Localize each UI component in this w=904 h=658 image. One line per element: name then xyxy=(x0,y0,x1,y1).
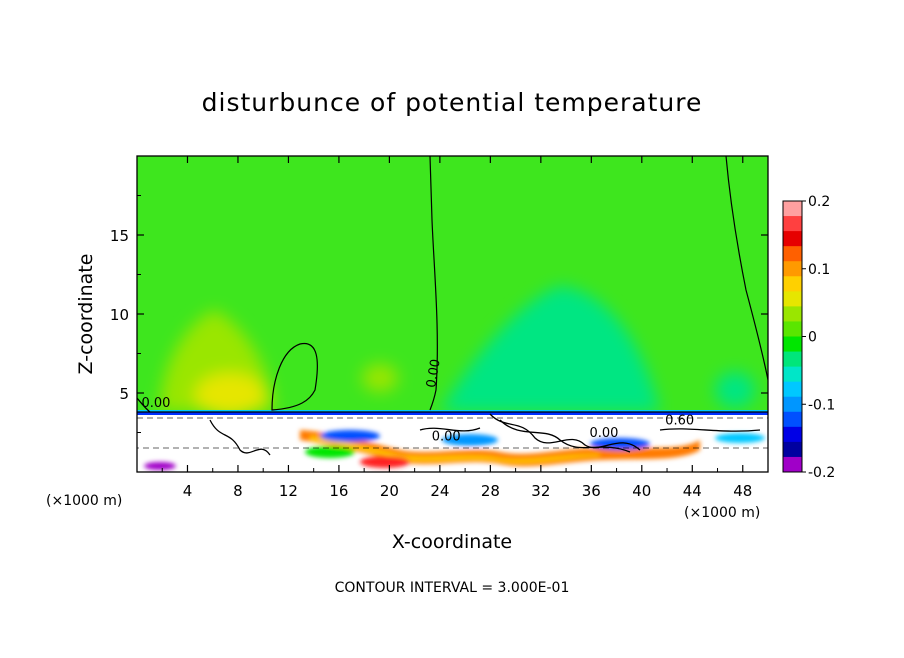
zero-contour-line xyxy=(137,397,151,413)
x-axis: 4 8 12 16 20 24 28 32 36 40 44 48 xyxy=(161,156,752,500)
contour-label: 0.00 xyxy=(424,358,444,389)
contour-interval-footer: CONTOUR INTERVAL = 3.000E-01 xyxy=(335,580,570,596)
y-tick-label: 10 xyxy=(110,306,129,324)
colorbar-swatch xyxy=(783,381,802,398)
contour-labels: 0.00 0.00 0.00 0.00 0.60 xyxy=(141,358,694,445)
colorbar-swatch xyxy=(783,411,802,428)
cyan-patch xyxy=(715,433,765,443)
x-tick-label: 4 xyxy=(183,482,193,500)
colorbar-swatch xyxy=(783,426,802,443)
colorbar-swatch xyxy=(783,351,802,368)
contour-squiggle xyxy=(499,419,631,453)
contour-squiggle xyxy=(209,419,271,456)
contour-squiggle xyxy=(419,427,481,432)
colorbar-swatch xyxy=(783,336,802,353)
plot-area: 0.00 0.00 0.00 0.00 0.60 xyxy=(137,156,768,472)
x-tick-label: 28 xyxy=(481,482,500,500)
blue-patch xyxy=(320,430,380,442)
colorbar: 0.2 0.1 0 -0.1 -0.2 xyxy=(782,194,835,481)
x-unit-left: (×1000 m) xyxy=(46,493,122,509)
x-tick-label: 32 xyxy=(531,482,550,500)
zero-contour-line xyxy=(725,156,768,381)
x-tick-label: 44 xyxy=(683,482,702,500)
colorbar-tick-label: -0.2 xyxy=(808,465,835,481)
x-tick-label: 16 xyxy=(329,482,348,500)
colorbar-swatch xyxy=(783,231,802,247)
colorbar-swatch xyxy=(783,201,802,217)
colorbar-swatch xyxy=(783,396,802,413)
warm-anomaly-core xyxy=(195,373,265,417)
colorbar-tick-label: 0.1 xyxy=(808,262,830,278)
contour-squiggle xyxy=(659,428,761,432)
x-axis-label: X-coordinate xyxy=(392,531,512,553)
y-axis: 5 10 15 xyxy=(110,195,768,433)
colorbar-swatch xyxy=(783,456,802,473)
boundary-layer-shading xyxy=(137,410,768,472)
contour-label: 0.00 xyxy=(589,426,618,441)
x-tick-label: 8 xyxy=(233,482,243,500)
warm-anomaly-small xyxy=(362,364,398,392)
colorbar-swatch xyxy=(783,306,802,322)
weak-anomaly-shading xyxy=(160,286,755,417)
inversion-blue-band xyxy=(137,412,768,415)
x-tick-label: 24 xyxy=(430,482,449,500)
y-axis-label: Z-coordinate xyxy=(75,254,97,375)
inversion-cyan-band xyxy=(137,410,768,412)
cool-anomaly-region xyxy=(440,286,660,412)
purple-patch xyxy=(144,462,176,470)
colorbar-swatch xyxy=(783,366,802,383)
y-tick-label: 15 xyxy=(110,227,129,245)
zero-contour-line xyxy=(271,342,318,411)
contour-squiggle xyxy=(489,413,641,451)
colorbar-swatch xyxy=(783,291,802,307)
zero-contour-line xyxy=(429,156,438,411)
contour-label: 0.00 xyxy=(141,396,170,411)
contour-label: 0.60 xyxy=(665,414,694,429)
y-tick-label: 5 xyxy=(119,385,129,403)
colorbar-tick-label: -0.1 xyxy=(808,397,835,413)
x-tick-label: 48 xyxy=(733,482,752,500)
colorbar-swatch xyxy=(783,441,802,458)
colorbar-swatch xyxy=(783,261,802,277)
colorbar-swatch xyxy=(783,216,802,232)
x-unit-right: (×1000 m) xyxy=(684,505,760,521)
x-tick-label: 20 xyxy=(380,482,399,500)
colorbar-tick-label: 0 xyxy=(808,330,817,346)
red-patch xyxy=(360,456,410,468)
boundary-layer-hatch xyxy=(137,417,768,449)
cold-pool-band-inner xyxy=(310,436,600,463)
colorbar-tick-label: 0.2 xyxy=(808,194,830,210)
colorbar-swatch xyxy=(783,246,802,262)
contour-clutter xyxy=(209,413,761,456)
colorbar-swatch xyxy=(783,321,802,337)
colorbar-swatch xyxy=(783,276,802,292)
green-patch xyxy=(305,446,355,458)
x-tick-label: 36 xyxy=(582,482,601,500)
chart-title: disturbunce of potential temperature xyxy=(202,88,703,117)
contour-label: 0.00 xyxy=(432,429,461,444)
cool-anomaly-right xyxy=(715,372,755,408)
zero-contours xyxy=(137,156,768,413)
blue-patch xyxy=(442,434,498,446)
x-tick-label: 40 xyxy=(632,482,651,500)
x-tick-label: 12 xyxy=(279,482,298,500)
